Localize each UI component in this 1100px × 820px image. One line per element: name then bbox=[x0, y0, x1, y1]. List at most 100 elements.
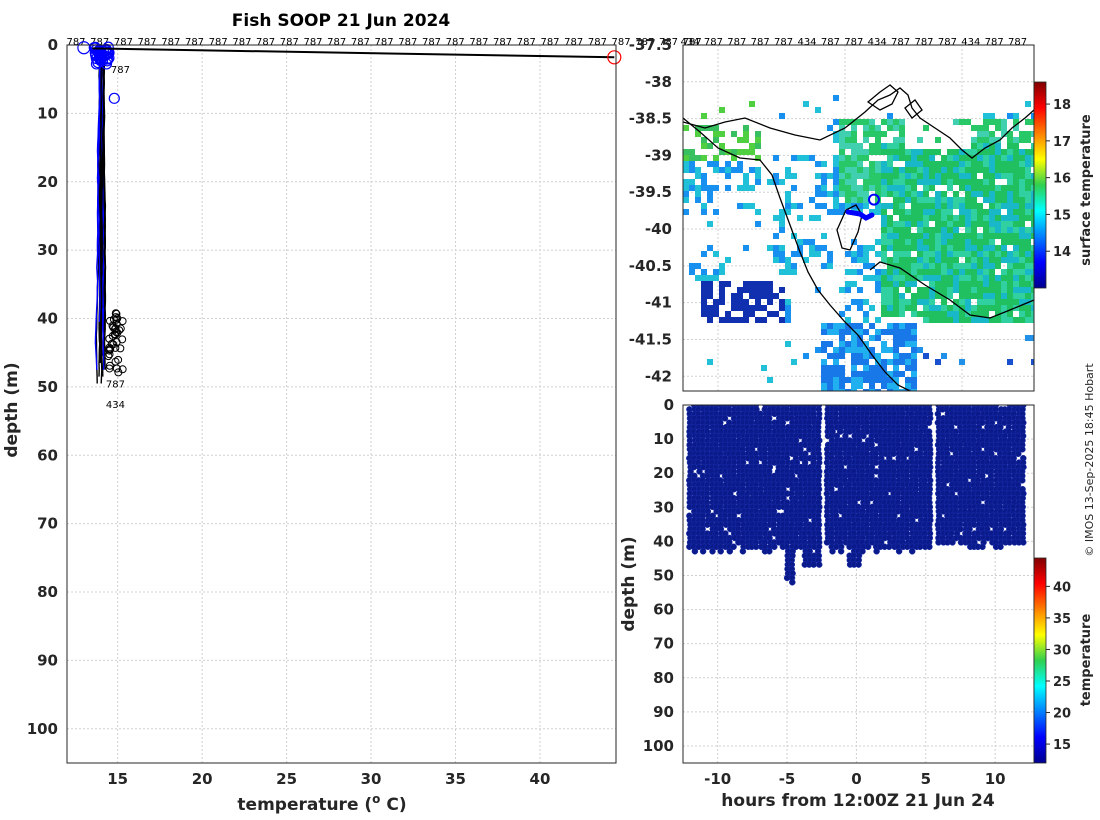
map-sst-cell bbox=[749, 281, 755, 287]
map-sst-cell bbox=[1025, 275, 1031, 281]
map-sst-cell bbox=[995, 143, 1001, 149]
map-sst-cell bbox=[995, 203, 1001, 209]
map-sst-cell bbox=[821, 245, 827, 251]
map-sst-cell bbox=[971, 173, 977, 179]
map-sst-cell bbox=[869, 149, 875, 155]
map-sst-cell bbox=[779, 269, 785, 275]
map-sst-cell bbox=[977, 209, 983, 215]
map-sst-cell bbox=[1013, 173, 1019, 179]
map-sst-cell bbox=[923, 317, 929, 323]
map-sst-cell bbox=[701, 143, 707, 149]
map-sst-cell bbox=[737, 293, 743, 299]
map-sst-cell bbox=[1031, 335, 1034, 341]
map-sst-cell bbox=[965, 317, 971, 323]
map-sst-cell bbox=[989, 131, 995, 137]
map-sst-cell bbox=[833, 365, 839, 371]
map-sst-cell bbox=[1019, 221, 1025, 227]
map-sst-cell bbox=[683, 191, 689, 197]
map-sst-cell bbox=[947, 305, 953, 311]
map-sst-cell bbox=[755, 143, 761, 149]
map-sst-cell bbox=[833, 197, 839, 203]
map-sst-cell bbox=[809, 215, 815, 221]
map-sst-cell bbox=[881, 227, 887, 233]
map-sst-cell bbox=[719, 281, 725, 287]
map-sst-cell bbox=[965, 167, 971, 173]
map-sst-cell bbox=[947, 203, 953, 209]
map-sst-cell bbox=[905, 299, 911, 305]
map-sst-cell bbox=[845, 143, 851, 149]
map-sst-cell bbox=[839, 149, 845, 155]
map-sst-cell bbox=[743, 179, 749, 185]
map-sst-cell bbox=[995, 263, 1001, 269]
map-sst-cell bbox=[743, 173, 749, 179]
map-sst-cell bbox=[1031, 221, 1034, 227]
map-sst-cell bbox=[971, 161, 977, 167]
map-sst-cell bbox=[779, 299, 785, 305]
map-sst-cell bbox=[695, 185, 701, 191]
map-sst-cell bbox=[959, 185, 965, 191]
map-sst-cell bbox=[947, 245, 953, 251]
map-sst-cell bbox=[767, 245, 773, 251]
map-sst-cell bbox=[971, 275, 977, 281]
map-sst-cell bbox=[995, 251, 1001, 257]
map-sst-cell bbox=[833, 191, 839, 197]
map-sst-cell bbox=[899, 221, 905, 227]
map-sst-cell bbox=[689, 155, 695, 161]
map-sst-cell bbox=[911, 341, 917, 347]
map-sst-cell bbox=[959, 167, 965, 173]
map-sst-cell bbox=[869, 143, 875, 149]
map-sst-cell bbox=[683, 125, 689, 131]
map-sst-cell bbox=[941, 281, 947, 287]
map-sst-cell bbox=[959, 287, 965, 293]
map-sst-cell bbox=[851, 377, 857, 383]
map-sst-cell bbox=[737, 287, 743, 293]
section-colorbar bbox=[1033, 557, 1047, 764]
map-sst-cell bbox=[845, 287, 851, 293]
profile-x-ticks: 15 20 25 30 35 40 bbox=[107, 770, 550, 788]
map-sst-cell bbox=[1019, 227, 1025, 233]
map-sst-cell bbox=[965, 197, 971, 203]
profile-point bbox=[113, 314, 122, 323]
map-sst-cell bbox=[935, 263, 941, 269]
map-sst-cell bbox=[785, 341, 791, 347]
map-sst-cell bbox=[1007, 239, 1013, 245]
map-sst-cell bbox=[965, 299, 971, 305]
map-sst-cell bbox=[1031, 233, 1034, 239]
map-sst-cell bbox=[1007, 293, 1013, 299]
map-sst-cell bbox=[713, 311, 719, 317]
map-sst-cell bbox=[707, 275, 713, 281]
map-sst-cell bbox=[875, 251, 881, 257]
map-sst-cell bbox=[707, 293, 713, 299]
map-sst-cell bbox=[983, 233, 989, 239]
map-sst-cell bbox=[935, 191, 941, 197]
map-sst-cell bbox=[911, 383, 917, 389]
map-sst-cell bbox=[887, 113, 893, 119]
map-colorbar bbox=[1033, 81, 1047, 289]
map-sst-cell bbox=[893, 383, 899, 389]
map-sst-cell bbox=[887, 221, 893, 227]
map-sst-cell bbox=[797, 155, 803, 161]
map-sst-cell bbox=[869, 209, 875, 215]
profile-point bbox=[108, 321, 117, 330]
map-sst-cell bbox=[911, 269, 917, 275]
map-sst-cell bbox=[1025, 131, 1031, 137]
profile-cast-line bbox=[94, 48, 101, 370]
map-sst-cell bbox=[965, 269, 971, 275]
map-sst-cell bbox=[923, 215, 929, 221]
map-sst-cell bbox=[899, 353, 905, 359]
profile-top-label: 787 bbox=[540, 37, 559, 48]
map-sst-cell bbox=[707, 311, 713, 317]
map-sst-cell bbox=[947, 149, 953, 155]
map-sst-cell bbox=[1001, 167, 1007, 173]
map-sst-cell bbox=[995, 167, 1001, 173]
map-sst-cell bbox=[809, 251, 815, 257]
map-sst-cell bbox=[905, 329, 911, 335]
map-sst-cell bbox=[923, 179, 929, 185]
map-sst-cell bbox=[893, 323, 899, 329]
map-sst-cell bbox=[995, 173, 1001, 179]
map-sst-cell bbox=[1031, 191, 1034, 197]
map-sst-cell bbox=[887, 389, 893, 391]
map-sst-cell bbox=[977, 203, 983, 209]
map-sst-cell bbox=[983, 143, 989, 149]
map-sst-cell bbox=[743, 203, 749, 209]
